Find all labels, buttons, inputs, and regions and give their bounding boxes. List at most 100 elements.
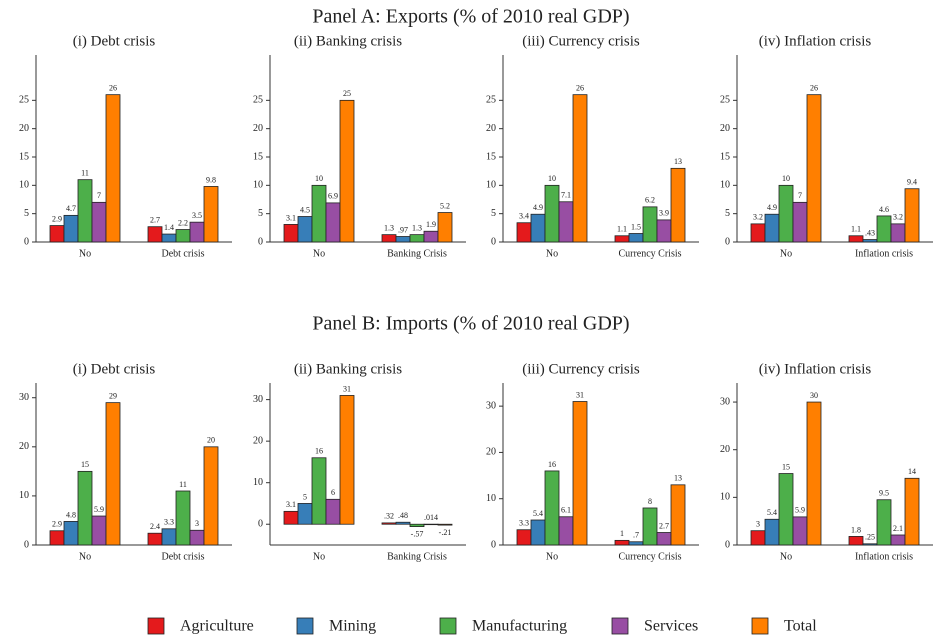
bar [764, 213, 780, 243]
value-label: 5.9 [795, 506, 805, 515]
x-tick-label: Banking Crisis [387, 551, 447, 562]
bar [806, 94, 822, 243]
value-label: 2.9 [52, 520, 62, 529]
bar [175, 229, 191, 243]
y-tick-label: 0 [491, 539, 496, 550]
bar [642, 507, 658, 546]
bar [49, 530, 65, 546]
bar [544, 184, 560, 243]
bar [311, 457, 327, 525]
value-label: .014 [424, 513, 438, 522]
bar [161, 233, 177, 243]
value-label: 3.5 [192, 211, 202, 220]
value-label: 3.1 [286, 500, 296, 509]
x-tick-label: No [313, 248, 325, 259]
value-label: 1.1 [617, 225, 627, 234]
bar [203, 186, 219, 243]
value-label: 26 [109, 83, 117, 92]
y-tick-label: 20 [253, 435, 263, 446]
value-label: 3.4 [519, 212, 529, 221]
value-label: 3.3 [164, 518, 174, 527]
x-tick-label: Debt crisis [161, 248, 204, 259]
value-label: 2.1 [893, 524, 903, 533]
y-tick-label: 20 [720, 444, 730, 455]
value-label: 8 [648, 497, 652, 506]
y-tick-label: 20 [19, 123, 29, 134]
legend-swatch [751, 617, 769, 635]
value-label: 3.1 [286, 213, 296, 222]
x-tick-label: No [780, 551, 792, 562]
value-label: -.21 [439, 528, 452, 537]
bar [750, 223, 766, 243]
bar [876, 499, 892, 546]
value-label: .43 [865, 228, 875, 237]
value-label: 2.7 [150, 216, 160, 225]
value-label: 3.3 [519, 519, 529, 528]
value-label: 2.2 [178, 218, 188, 227]
bar [572, 401, 588, 546]
x-tick-label: Debt crisis [161, 551, 204, 562]
value-label: 4.9 [533, 203, 543, 212]
value-label: 1.4 [164, 223, 174, 232]
value-label: 16 [315, 447, 323, 456]
y-tick-label: 15 [720, 151, 730, 162]
value-label: 31 [576, 390, 584, 399]
value-label: .48 [398, 511, 408, 520]
x-tick-label: Currency Crisis [618, 248, 681, 259]
value-label: 4.7 [66, 204, 76, 213]
bar [792, 201, 808, 243]
value-label: 1.3 [412, 223, 422, 232]
bar [750, 530, 766, 546]
bar [792, 516, 808, 546]
value-label: 26 [576, 83, 584, 92]
bar [63, 214, 79, 243]
value-label: 1 [620, 529, 624, 538]
value-label: 7 [798, 191, 802, 200]
bar [175, 490, 191, 546]
bar [325, 202, 341, 243]
bar [862, 239, 878, 243]
value-label: 6.9 [328, 192, 338, 201]
value-label: 26 [810, 83, 818, 92]
value-label: 3.2 [753, 213, 763, 222]
y-tick-label: 0 [725, 236, 730, 247]
subplot-title: (iii) Currency crisis [522, 361, 640, 377]
bar [530, 519, 546, 546]
bar [325, 498, 341, 525]
y-tick-label: 30 [19, 392, 29, 403]
value-label: 5.2 [440, 201, 450, 210]
bar [890, 223, 906, 243]
value-label: 11 [179, 480, 187, 489]
value-label: 30 [810, 391, 818, 400]
y-tick-label: 25 [253, 95, 263, 106]
bar [848, 536, 864, 546]
value-label: 3.2 [893, 213, 903, 222]
bar [283, 510, 299, 525]
bar [381, 522, 397, 525]
y-tick-label: 25 [19, 95, 29, 106]
value-label: 29 [109, 391, 117, 400]
y-tick-label: 30 [720, 396, 730, 407]
bar [876, 215, 892, 243]
value-label: 31 [343, 384, 351, 393]
bar [339, 395, 355, 525]
y-tick-label: 20 [486, 447, 496, 458]
x-tick-label: Banking Crisis [387, 248, 447, 259]
bar [848, 235, 864, 243]
bar [105, 94, 121, 243]
bar [558, 201, 574, 243]
value-label: 15 [81, 460, 89, 469]
value-label: 9.4 [907, 178, 917, 187]
y-tick-label: 10 [19, 180, 29, 191]
y-tick-label: 0 [24, 236, 29, 247]
bar [437, 212, 453, 243]
value-label: 4.9 [767, 203, 777, 212]
bar [670, 484, 686, 546]
bar [614, 235, 630, 243]
y-tick-label: 25 [720, 95, 730, 106]
bar [516, 529, 532, 546]
bar [614, 539, 630, 546]
y-tick-label: 0 [24, 539, 29, 550]
value-label: 2.7 [659, 521, 669, 530]
bar [297, 503, 313, 525]
